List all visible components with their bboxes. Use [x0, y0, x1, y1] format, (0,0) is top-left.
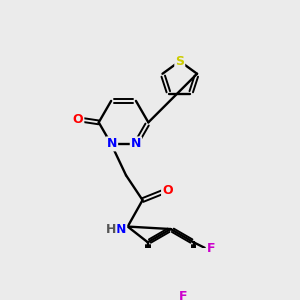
Text: O: O	[162, 184, 173, 197]
Text: N: N	[107, 137, 117, 150]
Text: O: O	[73, 113, 83, 126]
Text: H: H	[106, 223, 116, 236]
Text: F: F	[207, 242, 215, 255]
Text: S: S	[175, 55, 184, 68]
Text: N: N	[131, 137, 141, 150]
Text: N: N	[116, 223, 126, 236]
Text: F: F	[179, 290, 187, 300]
